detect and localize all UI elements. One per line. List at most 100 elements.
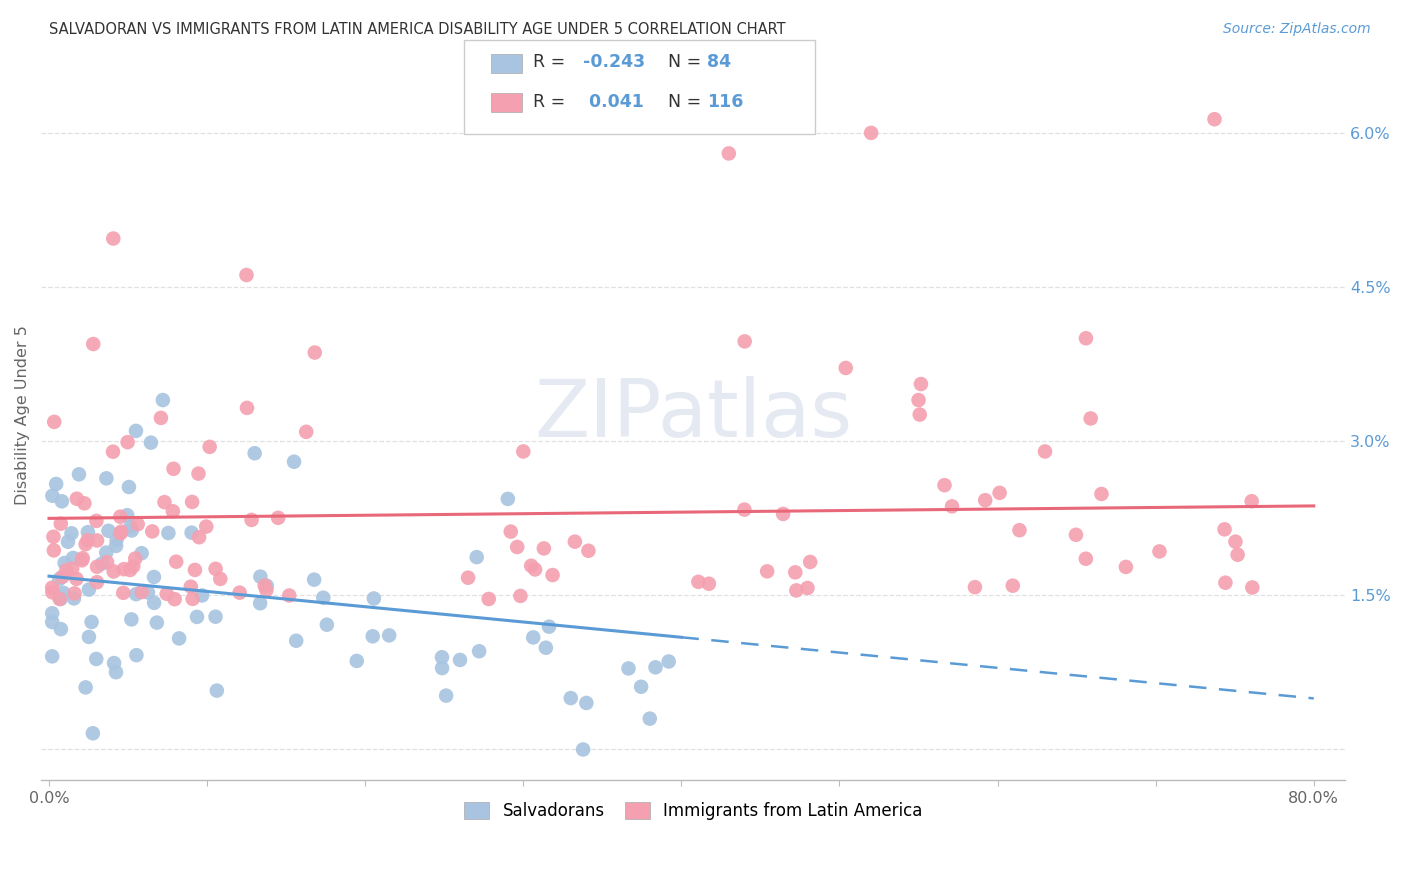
Point (304, 345, 326, 359)
Point (110, 526, 132, 541)
Point (267, 511, 290, 525)
Point (506, 540, 529, 554)
Point (44, 415, 66, 429)
Point (184, 563, 207, 577)
Point (295, 425, 318, 439)
Point (97, 524, 120, 538)
Point (188, 530, 211, 544)
Point (156, 587, 179, 601)
Point (86, 559, 108, 574)
Point (988, 486, 1011, 500)
Point (361, 629, 384, 643)
Point (465, 550, 488, 565)
Point (430, 661, 453, 675)
Point (520, 558, 543, 573)
Point (103, 231, 125, 245)
Point (564, 534, 586, 549)
Point (63, 586, 86, 600)
Point (181, 495, 204, 509)
Point (799, 555, 821, 569)
Point (638, 712, 661, 726)
Point (41, 489, 63, 503)
Point (860, 126, 883, 140)
Point (204, 562, 226, 576)
Point (1033, 444, 1056, 458)
Point (457, 571, 479, 585)
Point (1074, 551, 1097, 566)
Point (630, 680, 652, 694)
Point (1064, 528, 1087, 542)
Point (77, 630, 100, 644)
Point (162, 462, 184, 476)
Point (756, 565, 779, 579)
Point (240, 513, 263, 527)
Point (346, 654, 368, 668)
Point (1090, 487, 1112, 501)
Point (162, 504, 184, 518)
Point (534, 640, 557, 655)
Point (112, 586, 135, 600)
Point (733, 502, 755, 516)
Text: SALVADORAN VS IMMIGRANTS FROM LATIN AMERICA DISABILITY AGE UNDER 5 CORRELATION C: SALVADORAN VS IMMIGRANTS FROM LATIN AMER… (49, 22, 786, 37)
Point (204, 609, 226, 624)
Point (478, 592, 501, 607)
Point (191, 589, 214, 603)
Point (312, 591, 335, 605)
Point (235, 268, 257, 282)
Point (907, 393, 929, 408)
Point (121, 524, 143, 538)
Text: N =: N = (668, 93, 707, 111)
Point (253, 578, 276, 592)
Point (41, 581, 63, 595)
Point (86, 575, 108, 590)
Point (86, 514, 108, 528)
Text: R =: R = (533, 93, 571, 111)
Point (195, 519, 218, 533)
Point (101, 444, 124, 458)
Point (125, 424, 148, 438)
Point (537, 620, 560, 634)
Point (578, 543, 600, 558)
Point (120, 563, 142, 577)
Point (512, 444, 534, 458)
Point (75, 681, 97, 695)
Point (124, 551, 146, 566)
Point (65, 572, 87, 586)
Point (468, 644, 491, 658)
Point (785, 583, 807, 598)
Point (122, 559, 145, 574)
Point (41, 615, 63, 629)
Point (910, 377, 932, 392)
Point (697, 576, 720, 591)
Point (42, 530, 65, 544)
Point (249, 596, 271, 610)
Text: -0.243: -0.243 (583, 54, 645, 71)
Point (131, 546, 153, 560)
Point (103, 656, 125, 670)
Point (180, 580, 202, 594)
Point (941, 500, 963, 514)
Point (73, 496, 96, 510)
Point (434, 689, 457, 703)
Point (157, 526, 180, 541)
Point (110, 509, 132, 524)
Point (934, 478, 956, 492)
Point (63, 591, 86, 606)
Point (228, 585, 250, 599)
Point (42, 543, 65, 558)
Point (835, 360, 858, 375)
Point (575, 696, 598, 710)
Point (136, 585, 159, 599)
Point (256, 579, 278, 593)
Point (1240, 494, 1263, 508)
Point (91, 557, 114, 571)
Point (103, 565, 125, 579)
Point (82, 337, 104, 351)
Point (60, 561, 83, 575)
Point (688, 574, 710, 589)
Point (125, 587, 148, 601)
Point (785, 566, 807, 580)
Point (60, 526, 83, 541)
Point (66, 491, 89, 506)
Point (180, 525, 202, 540)
